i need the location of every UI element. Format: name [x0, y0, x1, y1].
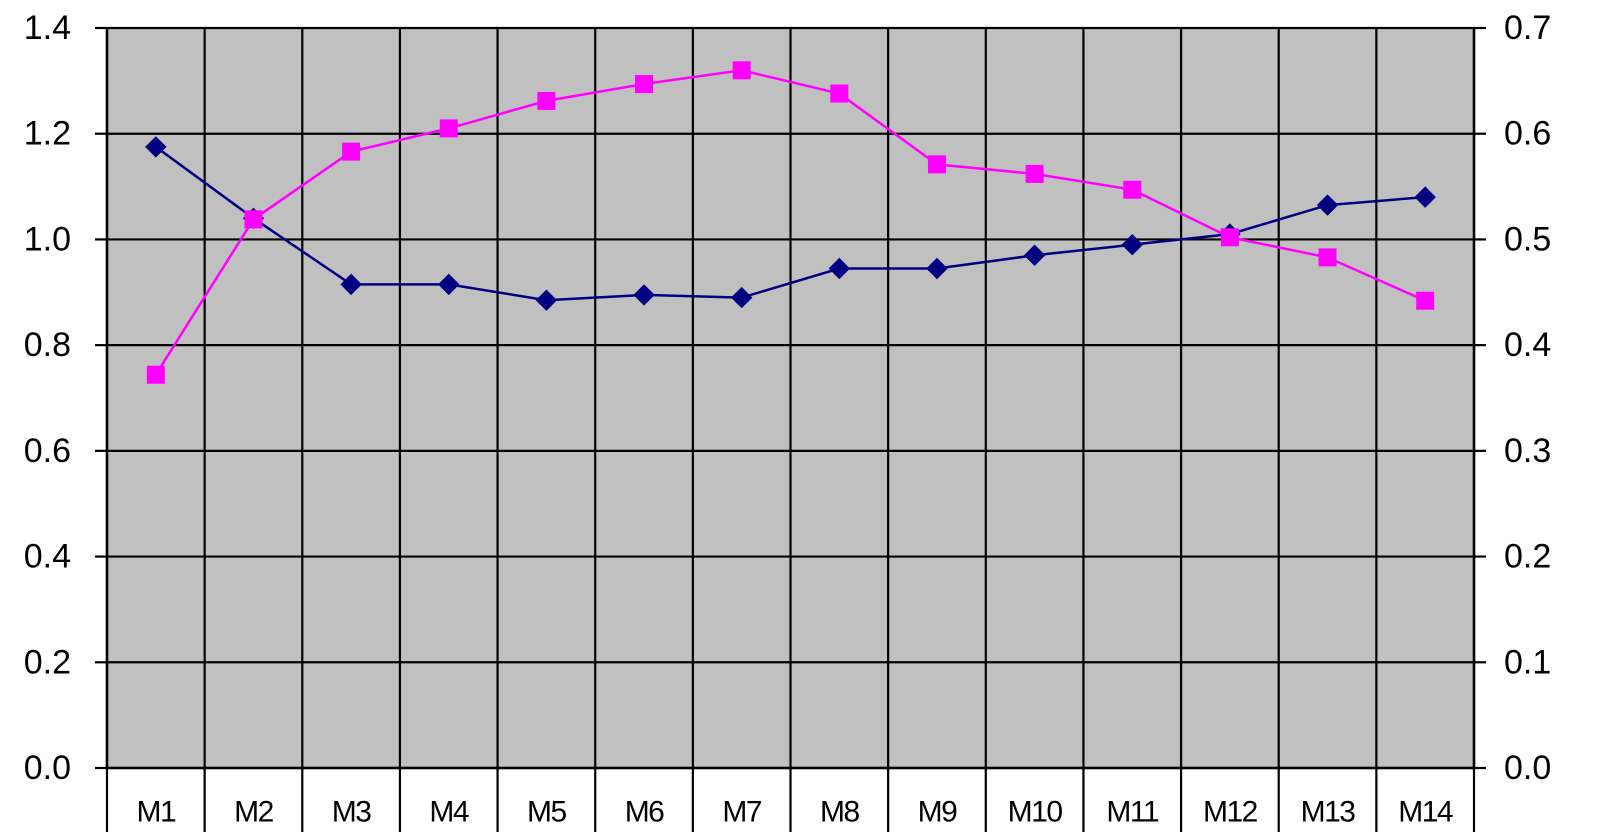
left-tick-label: 1.0: [24, 220, 71, 258]
series-line: [154, 69, 1426, 376]
data-point-square: [1416, 291, 1435, 310]
category-label: M10: [1008, 796, 1063, 829]
data-point-square: [927, 155, 946, 174]
right-tick-label: 0.2: [1504, 538, 1551, 576]
category-label: M1: [136, 796, 175, 829]
category-label: M4: [429, 796, 468, 829]
data-point-diamond: [1414, 186, 1436, 208]
category-label: M9: [918, 796, 957, 829]
data-point-square: [1025, 164, 1044, 183]
category-label: M3: [332, 796, 371, 829]
data-point-square: [1123, 180, 1142, 199]
category-label: M6: [625, 796, 664, 829]
category-label: M11: [1106, 796, 1158, 829]
right-tick-label: 0.1: [1504, 643, 1551, 681]
data-point-diamond: [926, 257, 948, 280]
series-1: [145, 136, 1436, 311]
category-label: M12: [1203, 796, 1258, 829]
left-tick-label: 0.6: [24, 432, 71, 470]
category-label: M2: [234, 796, 273, 829]
data-point-square: [830, 84, 849, 103]
data-point-square: [537, 91, 556, 110]
series-line: [155, 145, 1426, 302]
data-point-diamond: [1023, 244, 1046, 266]
left-tick-label: 0.8: [24, 326, 71, 364]
data-point-square: [1220, 228, 1239, 247]
data-point-diamond: [340, 273, 362, 296]
data-point-square: [1318, 248, 1337, 267]
axes: [105, 28, 1476, 770]
category-label: M14: [1398, 796, 1453, 829]
right-tick-label: 0.5: [1504, 220, 1551, 258]
category-label: M8: [820, 796, 859, 829]
series-2: [146, 61, 1435, 384]
left-tick-label: 0.0: [24, 749, 71, 787]
data-point-square: [439, 119, 458, 138]
data-point-square: [146, 365, 165, 384]
right-tick-label: 0.6: [1504, 115, 1551, 153]
category-label: M7: [722, 796, 761, 829]
left-tick-label: 0.4: [24, 538, 71, 576]
data-point-diamond: [1121, 234, 1143, 256]
series-group: [145, 61, 1436, 384]
right-tick-label: 0.0: [1504, 749, 1551, 787]
category-label: M5: [527, 796, 566, 829]
data-point-diamond: [1316, 194, 1339, 216]
data-point-square: [244, 210, 263, 229]
right-tick-label: 0.3: [1504, 432, 1551, 470]
data-point-diamond: [730, 286, 753, 309]
left-tick-label: 0.2: [24, 643, 71, 681]
category-label: M13: [1301, 796, 1356, 829]
x-axis-categories: M1 M2 M3 M4 M5 M6 M7 M8 M9 M10 M11 M12 M13 M14: [136, 796, 1454, 829]
right-tick-label: 0.4: [1504, 326, 1551, 364]
data-point-square: [342, 142, 361, 161]
data-point-diamond: [438, 273, 460, 296]
data-point-diamond: [828, 257, 851, 280]
data-point-diamond: [535, 289, 558, 311]
data-point-diamond: [145, 136, 167, 158]
data-point-diamond: [633, 284, 655, 306]
right-tick-label: 0.7: [1504, 9, 1551, 47]
left-tick-label: 1.4: [24, 9, 71, 47]
right-axis-ticks: 0.0 0.1 0.2 0.3 0.4 0.5 0.6 0.7: [1474, 9, 1551, 787]
left-axis-ticks: 0.0 0.2 0.4 0.6 0.8 1.0 1.2 1.4: [24, 9, 107, 787]
left-tick-label: 1.2: [24, 115, 71, 153]
data-point-square: [732, 61, 751, 80]
data-point-square: [635, 75, 654, 94]
